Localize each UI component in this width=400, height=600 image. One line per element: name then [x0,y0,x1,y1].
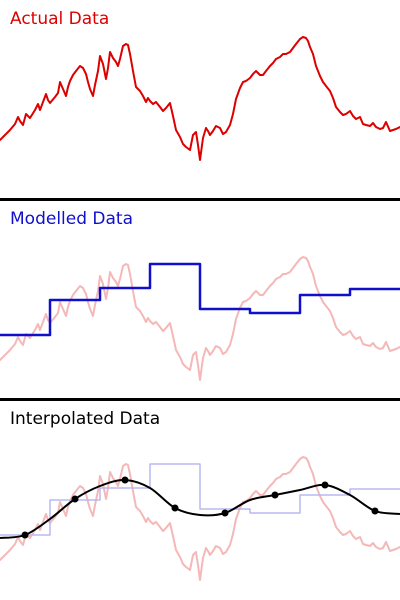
interpolated-data-panel: Interpolated Data [0,400,400,600]
interpolated-data-chart [0,456,400,581]
interpolation-point [171,504,179,512]
panel-divider-top [0,198,400,201]
interpolated-data-title: Interpolated Data [10,409,161,429]
panel-divider-bottom [0,398,400,401]
modelled-data-chart [0,256,400,381]
interpolation-point [371,507,379,515]
actual-data-title: Actual Data [10,9,110,29]
actual-data-faded-line [0,256,400,381]
actual-data-line [0,36,400,161]
interpolation-point [71,495,79,503]
interpolation-point [21,531,29,539]
modelled-data-title: Modelled Data [10,209,134,229]
interpolation-point [271,491,279,499]
modelled-data-panel: Modelled Data [0,200,400,400]
modelled-data-step-line [0,262,400,337]
interpolation-point [121,476,129,484]
interpolated-data-curve [0,478,400,539]
modelled-data-faded-step-line [0,463,400,536]
actual-data-chart [0,36,400,161]
actual-data-panel: Actual Data [0,0,400,200]
interpolation-point [221,509,229,517]
interpolation-point [321,481,329,489]
